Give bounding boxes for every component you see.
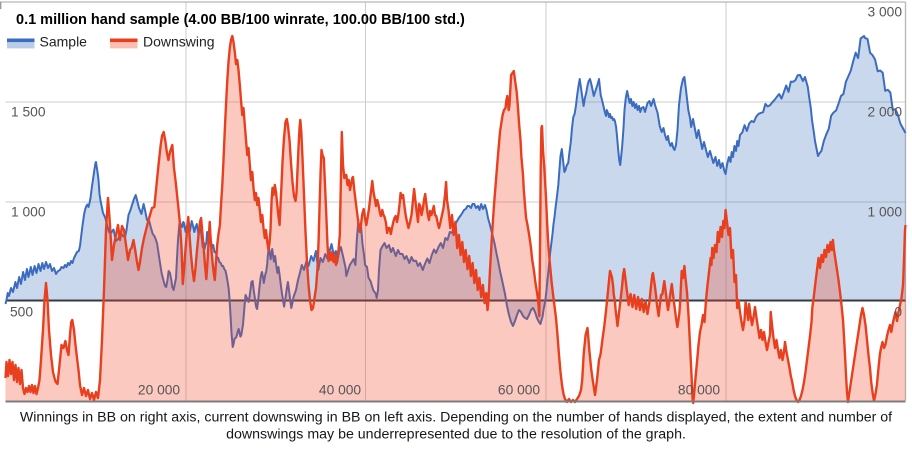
svg-text:2 000: 2 000 xyxy=(867,105,902,120)
svg-text:20 000: 20 000 xyxy=(138,383,181,398)
svg-text:3 000: 3 000 xyxy=(867,5,902,20)
svg-text:Downswing: Downswing xyxy=(143,34,215,50)
svg-text:40 000: 40 000 xyxy=(319,383,362,398)
svg-text:downswings may be underreprese: downswings may be underrepresented due t… xyxy=(226,427,686,443)
svg-text:500: 500 xyxy=(10,305,33,320)
svg-text:1 000: 1 000 xyxy=(867,205,902,220)
svg-text:0.1 million hand sample (4.00: 0.1 million hand sample (4.00 BB/100 win… xyxy=(16,12,465,28)
svg-text:0: 0 xyxy=(894,305,902,320)
svg-text:80 000: 80 000 xyxy=(678,383,721,398)
svg-text:1 000: 1 000 xyxy=(11,205,46,220)
svg-text:1 500: 1 500 xyxy=(11,105,46,120)
svg-text:Sample: Sample xyxy=(40,34,88,50)
svg-text:Winnings in BB on right axis,: Winnings in BB on right axis, current do… xyxy=(20,410,892,426)
svg-text:60 000: 60 000 xyxy=(498,383,541,398)
